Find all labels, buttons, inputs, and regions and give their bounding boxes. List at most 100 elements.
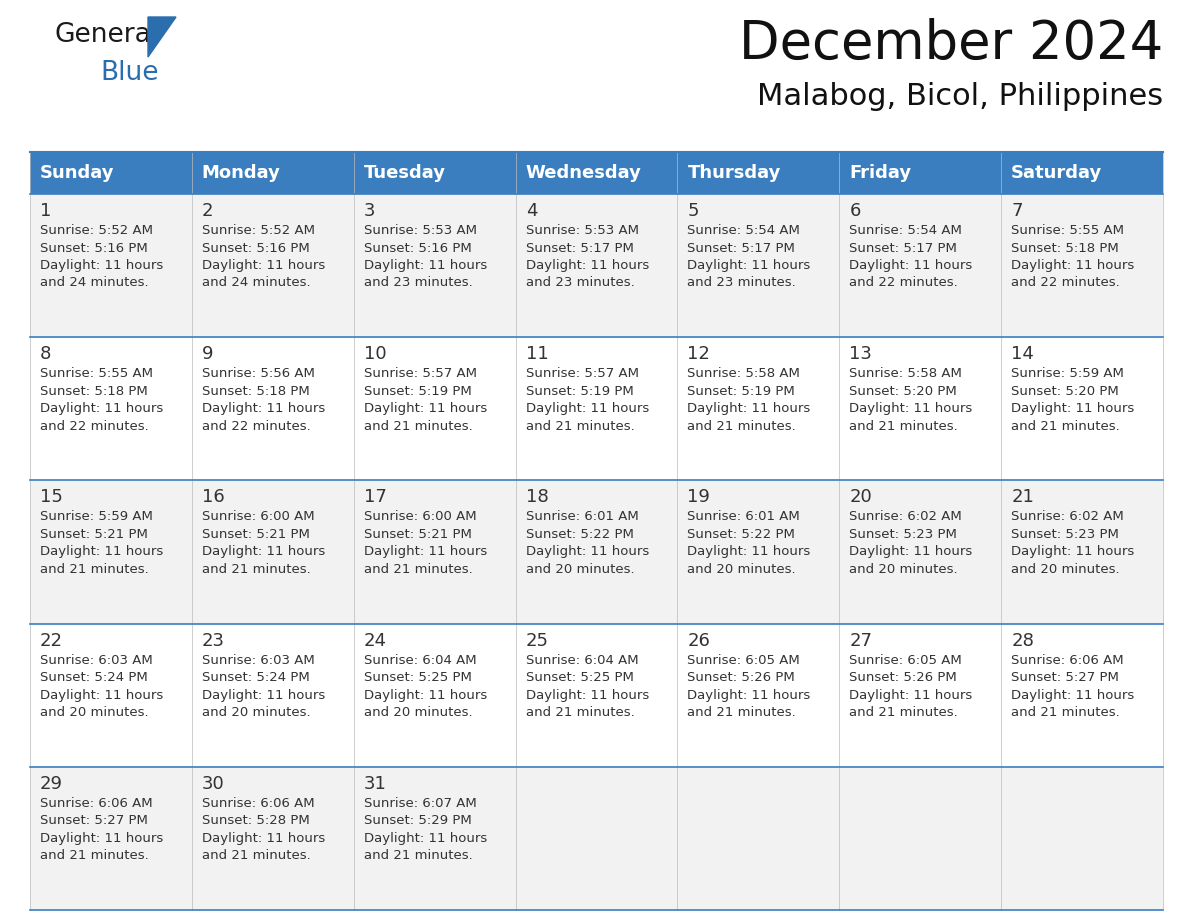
Bar <box>191 623 354 767</box>
Text: Friday: Friday <box>849 164 911 182</box>
Text: Thursday: Thursday <box>688 164 781 182</box>
Text: Sunrise: 6:05 AM
Sunset: 5:26 PM
Daylight: 11 hours
and 21 minutes.: Sunrise: 6:05 AM Sunset: 5:26 PM Dayligh… <box>849 654 973 719</box>
Bar <box>516 337 677 480</box>
Text: Sunrise: 6:01 AM
Sunset: 5:22 PM
Daylight: 11 hours
and 20 minutes.: Sunrise: 6:01 AM Sunset: 5:22 PM Dayligh… <box>525 510 649 576</box>
Text: Sunrise: 6:03 AM
Sunset: 5:24 PM
Daylight: 11 hours
and 20 minutes.: Sunrise: 6:03 AM Sunset: 5:24 PM Dayligh… <box>202 654 326 719</box>
Bar <box>1001 337 1163 480</box>
Text: Sunday: Sunday <box>40 164 114 182</box>
Text: Sunrise: 5:53 AM
Sunset: 5:17 PM
Daylight: 11 hours
and 23 minutes.: Sunrise: 5:53 AM Sunset: 5:17 PM Dayligh… <box>525 224 649 289</box>
Text: 18: 18 <box>525 488 549 507</box>
Text: Wednesday: Wednesday <box>525 164 642 182</box>
Text: Sunrise: 6:03 AM
Sunset: 5:24 PM
Daylight: 11 hours
and 20 minutes.: Sunrise: 6:03 AM Sunset: 5:24 PM Dayligh… <box>40 654 163 719</box>
Text: 20: 20 <box>849 488 872 507</box>
Text: 16: 16 <box>202 488 225 507</box>
Text: Sunrise: 5:59 AM
Sunset: 5:21 PM
Daylight: 11 hours
and 21 minutes.: Sunrise: 5:59 AM Sunset: 5:21 PM Dayligh… <box>40 510 163 576</box>
Text: Sunrise: 6:00 AM
Sunset: 5:21 PM
Daylight: 11 hours
and 21 minutes.: Sunrise: 6:00 AM Sunset: 5:21 PM Dayligh… <box>202 510 326 576</box>
Text: Sunrise: 5:55 AM
Sunset: 5:18 PM
Daylight: 11 hours
and 22 minutes.: Sunrise: 5:55 AM Sunset: 5:18 PM Dayligh… <box>40 367 163 432</box>
Text: 7: 7 <box>1011 202 1023 220</box>
Text: 6: 6 <box>849 202 860 220</box>
Text: 30: 30 <box>202 775 225 793</box>
Text: 1: 1 <box>40 202 51 220</box>
Bar <box>30 623 191 767</box>
Bar <box>677 623 839 767</box>
Text: 24: 24 <box>364 632 387 650</box>
Text: Sunrise: 6:01 AM
Sunset: 5:22 PM
Daylight: 11 hours
and 20 minutes.: Sunrise: 6:01 AM Sunset: 5:22 PM Dayligh… <box>688 510 810 576</box>
Text: 14: 14 <box>1011 345 1034 364</box>
Text: Sunrise: 6:06 AM
Sunset: 5:27 PM
Daylight: 11 hours
and 21 minutes.: Sunrise: 6:06 AM Sunset: 5:27 PM Dayligh… <box>1011 654 1135 719</box>
Text: 15: 15 <box>40 488 63 507</box>
Text: 13: 13 <box>849 345 872 364</box>
Text: 26: 26 <box>688 632 710 650</box>
Bar <box>516 767 677 910</box>
Text: Sunrise: 5:56 AM
Sunset: 5:18 PM
Daylight: 11 hours
and 22 minutes.: Sunrise: 5:56 AM Sunset: 5:18 PM Dayligh… <box>202 367 326 432</box>
Bar <box>354 767 516 910</box>
Text: Sunrise: 6:02 AM
Sunset: 5:23 PM
Daylight: 11 hours
and 20 minutes.: Sunrise: 6:02 AM Sunset: 5:23 PM Dayligh… <box>849 510 973 576</box>
Bar <box>30 194 191 337</box>
Text: Sunrise: 5:59 AM
Sunset: 5:20 PM
Daylight: 11 hours
and 21 minutes.: Sunrise: 5:59 AM Sunset: 5:20 PM Dayligh… <box>1011 367 1135 432</box>
Bar <box>1001 194 1163 337</box>
Bar <box>354 152 516 194</box>
Bar <box>30 767 191 910</box>
Text: Monday: Monday <box>202 164 280 182</box>
Text: Sunrise: 6:06 AM
Sunset: 5:28 PM
Daylight: 11 hours
and 21 minutes.: Sunrise: 6:06 AM Sunset: 5:28 PM Dayligh… <box>202 797 326 862</box>
Text: 27: 27 <box>849 632 872 650</box>
Bar <box>30 152 191 194</box>
Text: 29: 29 <box>40 775 63 793</box>
Text: Sunrise: 5:55 AM
Sunset: 5:18 PM
Daylight: 11 hours
and 22 minutes.: Sunrise: 5:55 AM Sunset: 5:18 PM Dayligh… <box>1011 224 1135 289</box>
Bar <box>354 194 516 337</box>
Bar <box>191 480 354 623</box>
Bar <box>191 767 354 910</box>
Bar <box>839 623 1001 767</box>
Text: 28: 28 <box>1011 632 1034 650</box>
Text: Blue: Blue <box>100 60 158 86</box>
Bar <box>354 623 516 767</box>
Bar <box>30 337 191 480</box>
Bar <box>516 480 677 623</box>
Text: 21: 21 <box>1011 488 1034 507</box>
Bar <box>677 337 839 480</box>
Text: December 2024: December 2024 <box>739 18 1163 70</box>
Text: 31: 31 <box>364 775 386 793</box>
Bar <box>191 337 354 480</box>
Bar <box>1001 623 1163 767</box>
Text: 19: 19 <box>688 488 710 507</box>
Text: 9: 9 <box>202 345 214 364</box>
Bar <box>677 194 839 337</box>
Text: 23: 23 <box>202 632 225 650</box>
Bar <box>191 194 354 337</box>
Bar <box>839 337 1001 480</box>
Text: 10: 10 <box>364 345 386 364</box>
Text: Sunrise: 5:54 AM
Sunset: 5:17 PM
Daylight: 11 hours
and 23 minutes.: Sunrise: 5:54 AM Sunset: 5:17 PM Dayligh… <box>688 224 810 289</box>
Text: Sunrise: 6:02 AM
Sunset: 5:23 PM
Daylight: 11 hours
and 20 minutes.: Sunrise: 6:02 AM Sunset: 5:23 PM Dayligh… <box>1011 510 1135 576</box>
Text: 22: 22 <box>40 632 63 650</box>
Text: 2: 2 <box>202 202 214 220</box>
Text: 12: 12 <box>688 345 710 364</box>
Text: Sunrise: 5:52 AM
Sunset: 5:16 PM
Daylight: 11 hours
and 24 minutes.: Sunrise: 5:52 AM Sunset: 5:16 PM Dayligh… <box>202 224 326 289</box>
Text: 11: 11 <box>525 345 549 364</box>
Bar <box>839 194 1001 337</box>
Text: Saturday: Saturday <box>1011 164 1102 182</box>
Text: 5: 5 <box>688 202 699 220</box>
Bar <box>516 623 677 767</box>
Bar <box>1001 152 1163 194</box>
Text: Sunrise: 5:57 AM
Sunset: 5:19 PM
Daylight: 11 hours
and 21 minutes.: Sunrise: 5:57 AM Sunset: 5:19 PM Dayligh… <box>525 367 649 432</box>
Bar <box>516 194 677 337</box>
Text: Sunrise: 6:07 AM
Sunset: 5:29 PM
Daylight: 11 hours
and 21 minutes.: Sunrise: 6:07 AM Sunset: 5:29 PM Dayligh… <box>364 797 487 862</box>
Text: Sunrise: 5:53 AM
Sunset: 5:16 PM
Daylight: 11 hours
and 23 minutes.: Sunrise: 5:53 AM Sunset: 5:16 PM Dayligh… <box>364 224 487 289</box>
Text: Sunrise: 5:58 AM
Sunset: 5:19 PM
Daylight: 11 hours
and 21 minutes.: Sunrise: 5:58 AM Sunset: 5:19 PM Dayligh… <box>688 367 810 432</box>
Text: Sunrise: 6:05 AM
Sunset: 5:26 PM
Daylight: 11 hours
and 21 minutes.: Sunrise: 6:05 AM Sunset: 5:26 PM Dayligh… <box>688 654 810 719</box>
Bar <box>191 152 354 194</box>
Text: Sunrise: 5:58 AM
Sunset: 5:20 PM
Daylight: 11 hours
and 21 minutes.: Sunrise: 5:58 AM Sunset: 5:20 PM Dayligh… <box>849 367 973 432</box>
Bar <box>1001 767 1163 910</box>
Text: 17: 17 <box>364 488 386 507</box>
Text: Sunrise: 6:04 AM
Sunset: 5:25 PM
Daylight: 11 hours
and 20 minutes.: Sunrise: 6:04 AM Sunset: 5:25 PM Dayligh… <box>364 654 487 719</box>
Bar <box>354 337 516 480</box>
Bar <box>839 152 1001 194</box>
Text: 3: 3 <box>364 202 375 220</box>
Bar <box>677 767 839 910</box>
Bar <box>354 480 516 623</box>
Text: Malabog, Bicol, Philippines: Malabog, Bicol, Philippines <box>757 82 1163 111</box>
Bar <box>516 152 677 194</box>
Text: 4: 4 <box>525 202 537 220</box>
Bar <box>677 480 839 623</box>
